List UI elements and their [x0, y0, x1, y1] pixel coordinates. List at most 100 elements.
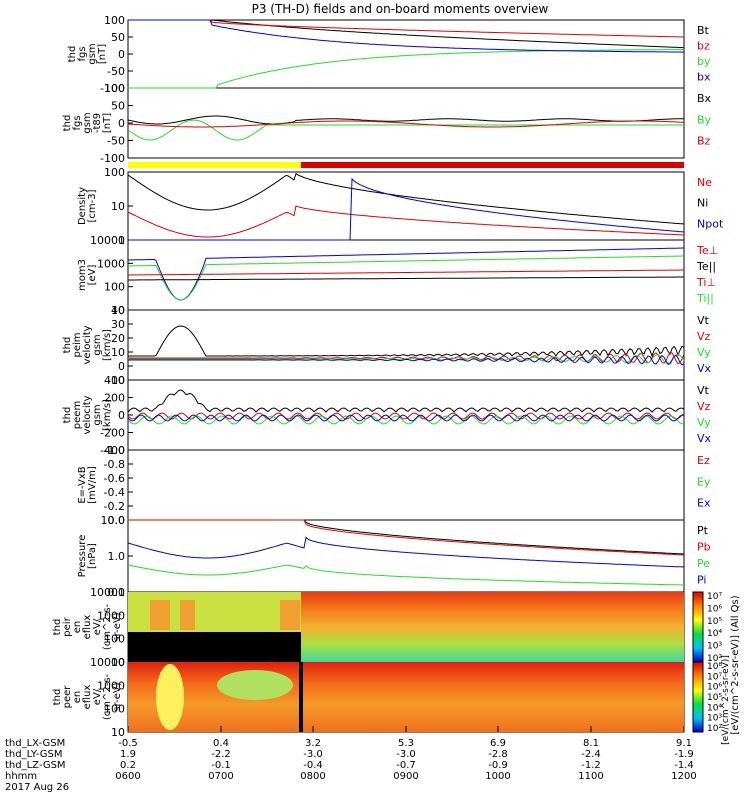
legend-entry: Npot — [697, 217, 724, 230]
colorbar-tick: 10⁶ — [707, 683, 722, 693]
xaxis-row-label: hhmm — [5, 771, 37, 782]
colorbar-tick: 10⁵ — [707, 617, 722, 627]
ytick-label: 1000 — [97, 679, 125, 692]
ytick-label: -100 — [100, 152, 125, 165]
ytick-label: 100 — [104, 281, 125, 294]
ytick-label: 20 — [111, 332, 125, 345]
legend-entry: Vx — [697, 432, 712, 445]
figure-title: P3 (TH-D) fields and on-board moments ov… — [252, 2, 549, 16]
ylabel-line: [nPa] — [87, 543, 98, 569]
pressure-frame — [127, 519, 685, 593]
xaxis-value: -2.8 — [488, 749, 508, 760]
ytick-label: 0.0 — [108, 514, 126, 527]
bt-line — [128, 19, 685, 49]
ylabel-line: fgs — [72, 115, 83, 130]
colorbar-tick: 10² — [707, 724, 722, 734]
ytick-label: -0.8 — [104, 458, 125, 471]
xaxis-value: -1.2 — [581, 760, 601, 771]
ytick-label: 1.0 — [108, 550, 126, 563]
xaxis-value: 9.1 — [676, 738, 692, 749]
te-perp-line — [128, 247, 684, 301]
colorbar-tick: 10⁶ — [707, 604, 722, 614]
legend-entry: Vt — [697, 384, 710, 397]
npot-line — [128, 177, 685, 241]
xaxis-value: 3.2 — [305, 738, 321, 749]
xaxis-value: 8.1 — [583, 738, 599, 749]
ytick-label: 10.0 — [101, 514, 126, 527]
legend-entry: Vz — [697, 400, 711, 413]
ytick-label: 200 — [104, 392, 125, 405]
colorbar-tick: 10⁸ — [707, 662, 722, 672]
electron-spectrogram-image — [128, 662, 684, 732]
pb-line — [128, 519, 685, 556]
legend-entry: Ez — [697, 454, 710, 467]
legend-entry: Ti⊥ — [696, 276, 716, 289]
ytick-label: 30 — [111, 318, 125, 331]
xaxis-row-label: thd_LY-GSM — [5, 749, 62, 760]
colorbar-tick: 10² — [707, 654, 722, 664]
xaxis-row-label: thd_LX-GSM — [5, 738, 65, 749]
legend-entry: Pe — [697, 557, 710, 570]
ytick-label: 400 — [104, 374, 125, 387]
xaxis-value: 0.2 — [120, 760, 136, 771]
vt-el-line — [127, 389, 685, 413]
legend-entry: Vx — [697, 362, 712, 375]
ylabel-line: Density — [77, 187, 88, 225]
ylabel-line: (cm^2-s- — [102, 673, 113, 720]
fgs-gsm-panel: 100 50 0 -50 -100 thd fgs gsm [nT] Bt bz by bx — [67, 14, 711, 95]
xaxis-value: -0.4 — [303, 760, 323, 771]
ytick-label: -0.2 — [104, 500, 125, 513]
colorbar-tick: 10⁷ — [707, 672, 722, 682]
xaxis-value: 0600 — [115, 771, 140, 782]
ylabel-line: [km/s] — [102, 399, 113, 431]
ytick-label: 100 — [104, 633, 125, 646]
ion-velocity-frame — [127, 309, 685, 381]
legend-entry: bz — [697, 40, 710, 53]
legend-entry: Ey — [697, 475, 711, 488]
ylabel-line: (cm^2-s- — [102, 603, 113, 650]
ylabel-line: thd — [62, 407, 73, 424]
temperature-frame — [127, 239, 685, 311]
ytick-label: 100 — [104, 14, 125, 27]
ylabel-line: [eV] — [87, 265, 98, 286]
bz-line — [128, 19, 684, 38]
legend-entry: Ne — [697, 176, 712, 189]
ylabel-line: eV/ — [92, 618, 103, 635]
legend-entry: Ex — [697, 497, 711, 510]
ne-line — [127, 205, 685, 238]
ylabel-line: [nT] — [102, 113, 113, 133]
ylabel-line: thd — [52, 619, 63, 636]
te-par-line — [128, 276, 684, 281]
density-frame — [127, 171, 685, 241]
xaxis-row-label: thd_LZ-GSM — [5, 760, 66, 771]
vz-el-line — [127, 412, 685, 420]
efield-frame — [127, 449, 685, 521]
ylabel-line: E=-VxB — [77, 466, 88, 503]
ylabel-line: Pressure — [77, 535, 88, 578]
legend-entry: Vy — [697, 346, 711, 359]
legend-entry: bx — [697, 71, 711, 84]
bx-line — [128, 19, 684, 53]
legend-entry: Ni — [697, 197, 708, 210]
ylabel-line: gsm — [92, 334, 103, 355]
xaxis-value: -0.5 — [118, 738, 138, 749]
ytick-label: 0 — [118, 360, 125, 373]
xaxis-value: -2.2 — [211, 749, 231, 760]
colorbar-tick: 10⁴ — [707, 703, 722, 713]
colorbar-tick: 10⁵ — [707, 693, 722, 703]
xaxis-value: -0.9 — [488, 760, 508, 771]
ni-line — [127, 172, 685, 225]
legend-entry: Vy — [697, 416, 711, 429]
xaxis-value: -3.0 — [396, 749, 416, 760]
ylabel-line: thd — [52, 689, 63, 706]
ytick-label: -100 — [100, 82, 125, 95]
ylabel-line: gsm — [87, 43, 98, 64]
legend-entry: Te⊥ — [696, 244, 718, 257]
xaxis-value: -3.0 — [303, 749, 323, 760]
ylabel-line: velocity — [82, 395, 93, 434]
ylabel-line: peer — [62, 685, 73, 709]
ylabel-line: en — [72, 691, 83, 704]
colorbar-tick: 10³ — [707, 714, 722, 724]
ylabel-line: mom3 — [77, 259, 88, 291]
ylabel-line: [mV/m] — [87, 466, 98, 504]
